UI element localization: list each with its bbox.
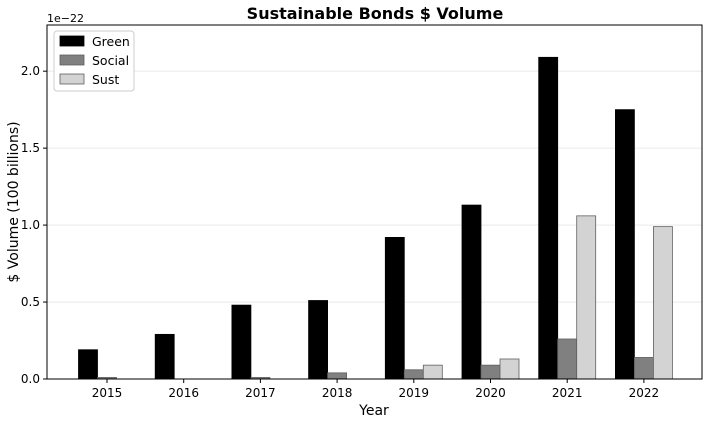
gridlines bbox=[47, 70, 702, 303]
x-axis-label: Year bbox=[358, 403, 389, 419]
bar-sust-2022 bbox=[653, 226, 673, 380]
x-tick-label: 2016 bbox=[168, 386, 199, 400]
legend: Green Social Sust bbox=[53, 30, 135, 92]
y-tick-label: 2.0 bbox=[21, 64, 40, 78]
bar-green-2020 bbox=[461, 204, 482, 380]
x-tick-label: 2021 bbox=[552, 386, 583, 400]
y-tick-label: 0.5 bbox=[21, 295, 40, 309]
legend-label-green: Green bbox=[92, 34, 130, 49]
x-tick-label: 2018 bbox=[322, 386, 353, 400]
bar-social-2021 bbox=[557, 338, 578, 380]
bar-green-2021 bbox=[538, 56, 559, 380]
bar-green-2017 bbox=[231, 304, 252, 380]
bar-green-2015 bbox=[78, 349, 98, 380]
x-tick-label: 2022 bbox=[629, 386, 660, 400]
bar-social-2022 bbox=[634, 357, 654, 380]
legend-swatch-sust bbox=[59, 73, 85, 85]
y-axis-ticks: 0.0 0.5 1.0 1.5 2.0 bbox=[21, 64, 47, 386]
x-tick-label: 2019 bbox=[399, 386, 430, 400]
bars-group bbox=[78, 56, 673, 380]
chart-title: Sustainable Bonds $ Volume bbox=[247, 4, 504, 23]
bar-social-2019 bbox=[403, 369, 424, 380]
x-tick-label: 2017 bbox=[245, 386, 276, 400]
legend-swatch-social bbox=[59, 54, 85, 66]
bar-social-2018 bbox=[327, 372, 348, 380]
y-tick-label: 1.5 bbox=[21, 141, 40, 155]
bar-green-2018 bbox=[308, 300, 329, 380]
x-tick-label: 2020 bbox=[475, 386, 506, 400]
bar-social-2020 bbox=[480, 364, 501, 380]
bar-green-2022 bbox=[615, 109, 635, 380]
bar-sust-2020 bbox=[499, 358, 520, 380]
y-tick-label: 1.0 bbox=[21, 218, 40, 232]
y-axis-label: $ Volume (100 billions) bbox=[6, 121, 22, 282]
legend-swatch-green bbox=[59, 35, 85, 47]
legend-label-sust: Sust bbox=[92, 72, 119, 87]
x-tick-label: 2015 bbox=[92, 386, 123, 400]
bar-green-2016 bbox=[154, 333, 175, 380]
y-axis-offset-label: 1e−22 bbox=[47, 12, 84, 25]
bar-sust-2019 bbox=[422, 364, 443, 380]
bar-green-2019 bbox=[384, 236, 405, 380]
y-tick-label: 0.0 bbox=[21, 372, 40, 386]
legend-label-social: Social bbox=[92, 53, 129, 68]
x-axis-ticks: 2015 2016 2017 2018 2019 2020 2021 2022 bbox=[92, 379, 659, 400]
plot-frame bbox=[46, 24, 703, 380]
bar-sust-2021 bbox=[576, 215, 597, 380]
